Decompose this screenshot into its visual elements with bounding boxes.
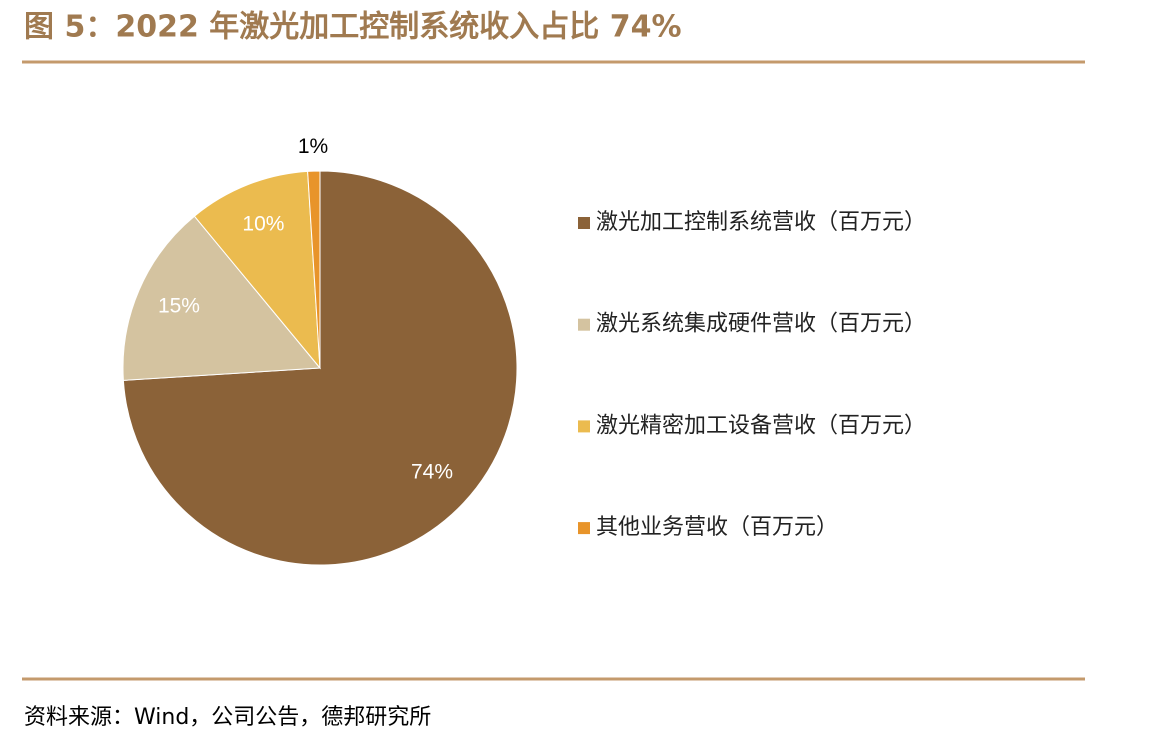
legend-swatch [578,318,590,331]
legend-swatch [578,522,590,535]
chart-title: 图 5：2022 年激光加工控制系统收入占比 74% [24,10,682,45]
data-label: 10% [242,213,284,236]
legend-label: 激光精密加工设备营收（百万元） [596,413,926,438]
legend-swatch [578,420,590,433]
source-note: 资料来源：Wind，公司公告，德邦研究所 [24,705,431,730]
data-label: 74% [411,461,453,484]
legend-label: 其他业务营收（百万元） [596,515,838,540]
legend-label: 激光系统集成硬件营收（百万元） [596,312,926,337]
pie-slice [122,215,322,381]
data-label: 15% [158,295,200,318]
pie-slice [307,170,321,369]
pie-slice [193,170,321,370]
legend-label: 激光加工控制系统营收（百万元） [596,210,926,235]
data-label: 1% [298,135,328,158]
legend-swatch [578,217,590,229]
